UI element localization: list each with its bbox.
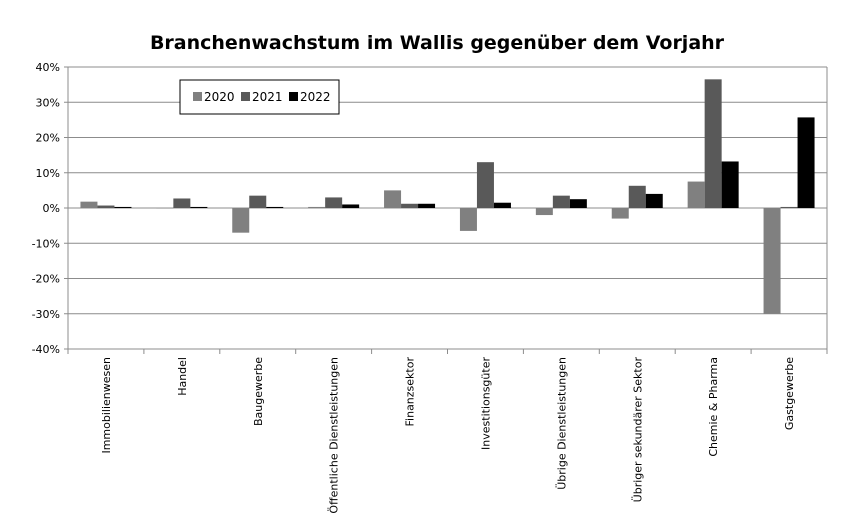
- category-label: Immobilienwesen: [100, 357, 113, 454]
- bar: [780, 206, 798, 208]
- bar: [687, 181, 705, 208]
- bar: [249, 195, 267, 208]
- category-label: Investitionsgüter: [479, 357, 492, 450]
- bar: [342, 204, 360, 208]
- bar: [493, 202, 511, 208]
- legend-box: [179, 79, 340, 115]
- bar: [384, 190, 402, 208]
- bar: [476, 162, 494, 208]
- bar: [797, 117, 815, 208]
- bar: [114, 206, 132, 208]
- bar: [173, 198, 191, 208]
- bar: [552, 195, 570, 208]
- category-label: Chemie & Pharma: [707, 357, 720, 457]
- bar: [325, 197, 343, 208]
- bar: [266, 206, 284, 208]
- legend-label: 2021: [252, 90, 283, 104]
- axes: [67, 67, 828, 354]
- legend-swatch: [289, 92, 298, 101]
- legend: 2020 2021 2022: [179, 79, 340, 115]
- category-label: Handel: [176, 357, 189, 396]
- chart-title: Branchenwachstum im Wallis gegenüber dem…: [150, 32, 725, 54]
- bar: [156, 208, 174, 209]
- category-label: Übrige Dienstleistungen: [555, 357, 568, 490]
- bar: [232, 208, 250, 233]
- bar: [459, 208, 477, 231]
- y-tick-label: 20%: [36, 132, 60, 145]
- bar: [190, 206, 208, 208]
- bars: [80, 79, 815, 314]
- y-tick-label: 10%: [36, 167, 60, 180]
- y-tick-label: 40%: [36, 61, 60, 74]
- legend-swatch: [241, 92, 250, 101]
- legend-swatch: [193, 92, 202, 101]
- bar: [704, 79, 722, 209]
- y-tick-label: -20%: [32, 273, 60, 286]
- y-tick-label: -10%: [32, 237, 60, 250]
- bar: [645, 193, 663, 208]
- bar: [80, 201, 98, 208]
- bar: [628, 185, 646, 208]
- legend-label: 2022: [300, 90, 331, 104]
- bar: [569, 199, 587, 208]
- y-tick-label: -40%: [32, 343, 60, 356]
- bar: [535, 208, 553, 216]
- bar: [763, 208, 781, 314]
- bar: [401, 203, 419, 208]
- y-tick-label: 30%: [36, 96, 60, 109]
- category-label: Öffentliche Dienstleistungen: [328, 357, 341, 514]
- category-label: Finanzsektor: [404, 357, 417, 427]
- category-label: Gastgewerbe: [783, 357, 796, 430]
- legend-label: 2020: [204, 90, 235, 104]
- bar: [97, 205, 115, 208]
- y-axis-ticks: 40% 30% 20% 10% 0% -10% -20% -30% -40%: [32, 61, 68, 356]
- bar: [418, 203, 436, 208]
- bar: [611, 208, 629, 219]
- bar: [308, 206, 326, 208]
- bar: [721, 161, 739, 208]
- category-label: Übriger sekundärer Sektor: [631, 357, 644, 503]
- x-axis-labels: Immobilienwesen Handel Baugewerbe Öffentlic…: [100, 357, 796, 514]
- y-tick-label: -30%: [32, 308, 60, 321]
- category-label: Baugewerbe: [252, 357, 265, 426]
- y-tick-label: 0%: [43, 202, 60, 215]
